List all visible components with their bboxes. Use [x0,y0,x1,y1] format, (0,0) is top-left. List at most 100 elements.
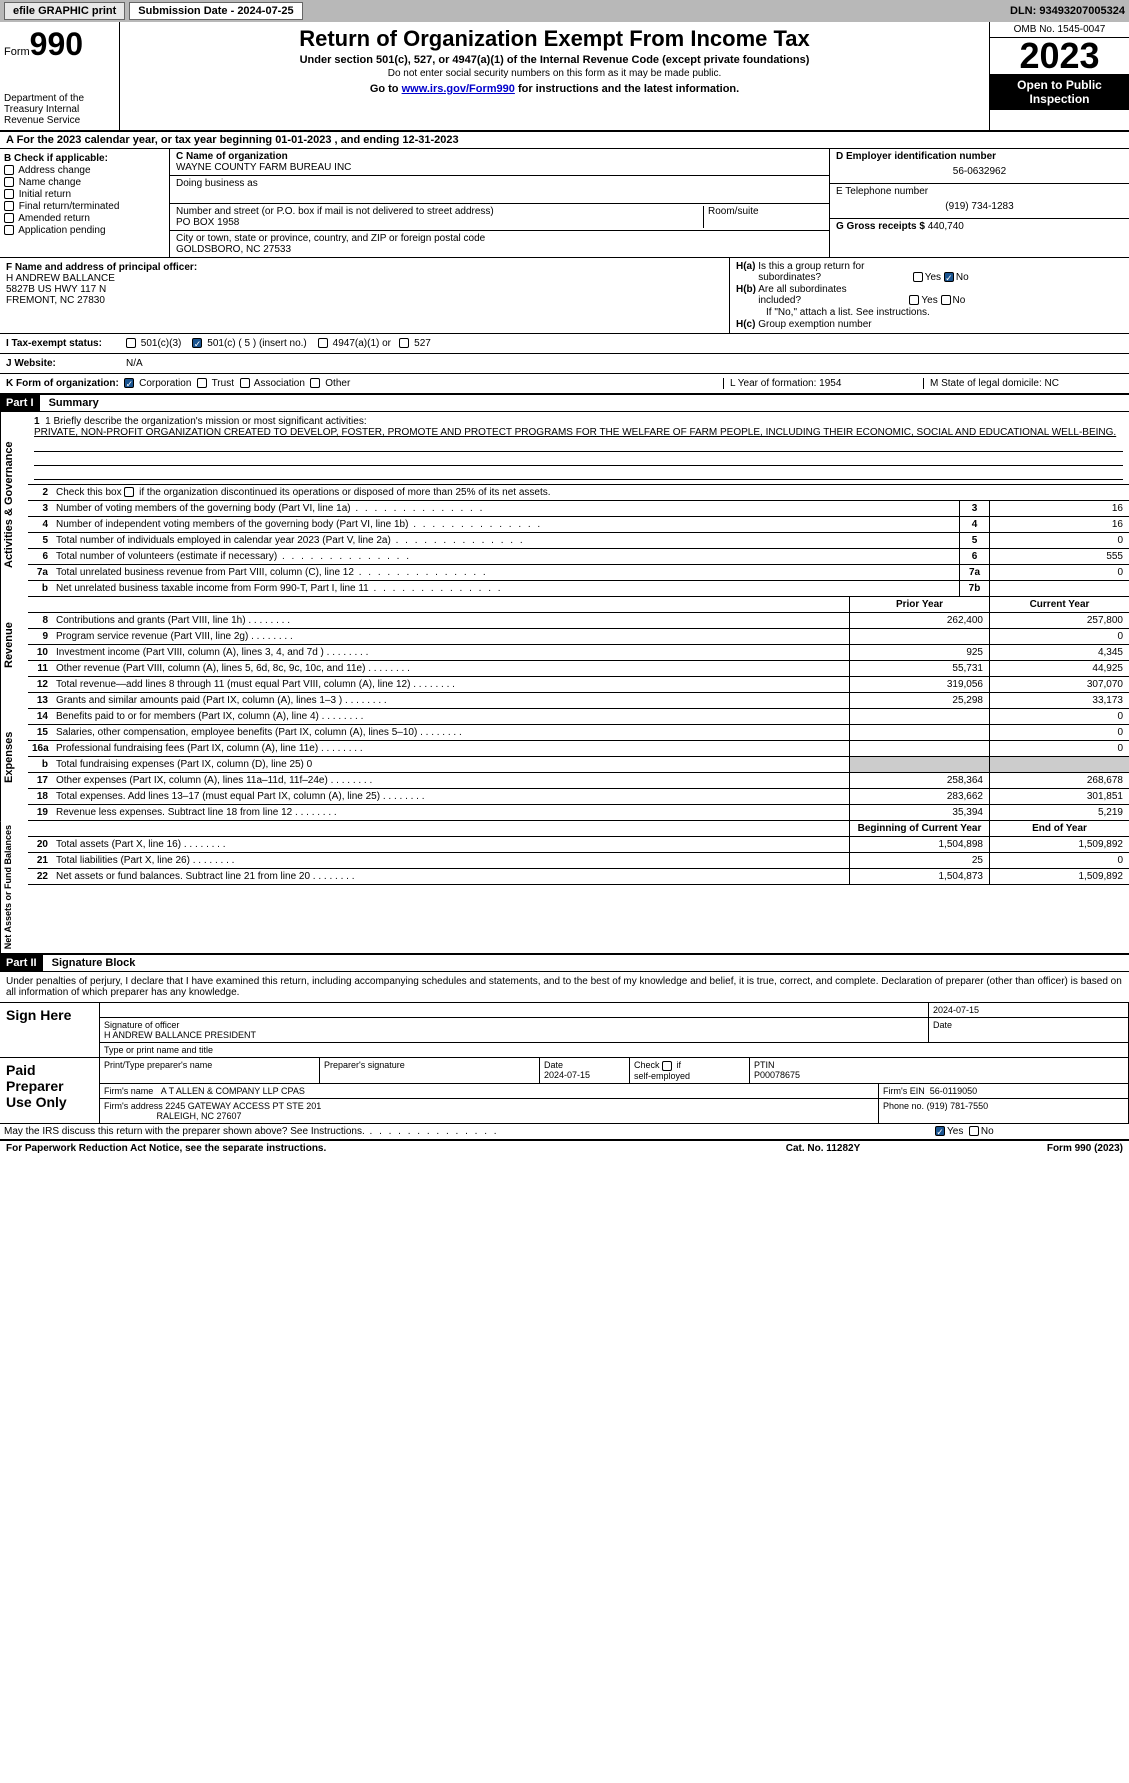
state-domicile: M State of legal domicile: NC [923,378,1123,389]
paid-preparer-block: Paid Preparer Use Only Print/Type prepar… [0,1057,1129,1123]
check-corporation[interactable] [124,378,134,388]
check-527[interactable] [399,338,409,348]
row-i: I Tax-exempt status: 501(c)(3) 501(c) ( … [0,334,1129,354]
line-20: 20Total assets (Part X, line 16)1,504,89… [28,837,1129,853]
line-5: 5Total number of individuals employed in… [28,533,1129,549]
footer: For Paperwork Reduction Act Notice, see … [0,1140,1129,1156]
phone: (919) 734-1283 [836,197,1123,216]
line-9: 9Program service revenue (Part VIII, lin… [28,629,1129,645]
dln: DLN: 93493207005324 [1010,5,1125,17]
line-7a: 7aTotal unrelated business revenue from … [28,565,1129,581]
check-4947[interactable] [318,338,328,348]
form-number: Form990 [4,26,115,63]
perjury-declaration: Under penalties of perjury, I declare th… [0,972,1129,1002]
summary-revenue: Revenue Prior Year Current Year 8Contrib… [0,597,1129,693]
line-19: 19Revenue less expenses. Subtract line 1… [28,805,1129,821]
hb-no[interactable] [941,295,951,305]
check-amended[interactable] [4,213,14,223]
line-18: 18Total expenses. Add lines 13–17 (must … [28,789,1129,805]
check-name-change[interactable] [4,177,14,187]
box-f: F Name and address of principal officer:… [0,258,729,333]
section-bcd: B Check if applicable: Address change Na… [0,149,1129,258]
section-fh: F Name and address of principal officer:… [0,258,1129,334]
firm-ein: 56-0119050 [930,1086,977,1096]
ein: 56-0632962 [836,162,1123,181]
form-title: Return of Organization Exempt From Incom… [124,26,985,52]
tax-year: 2023 [990,38,1129,74]
check-self-employed[interactable] [662,1061,672,1071]
check-501c[interactable] [192,338,202,348]
city-state-zip: GOLDSBORO, NC 27533 [176,244,823,255]
line-4: 4Number of independent voting members of… [28,517,1129,533]
part2-header: Part II Signature Block [0,955,1129,972]
check-discontinued[interactable] [124,487,134,497]
mission-block: 1 1 Briefly describe the organization's … [28,412,1129,485]
form-subtitle: Under section 501(c), 527, or 4947(a)(1)… [124,54,985,66]
street-address: PO BOX 1958 [176,217,703,228]
check-final-return[interactable] [4,201,14,211]
check-other[interactable] [310,378,320,388]
ptin: P00078675 [754,1070,800,1080]
line-13: 13Grants and similar amounts paid (Part … [28,693,1129,709]
line-b: bNet unrelated business taxable income f… [28,581,1129,597]
ha-yes[interactable] [913,272,923,282]
irs-link[interactable]: www.irs.gov/Form990 [402,83,515,95]
box-b: B Check if applicable: Address change Na… [0,149,170,257]
check-initial-return[interactable] [4,189,14,199]
website: N/A [120,354,149,373]
hb-yes[interactable] [909,295,919,305]
part1-header: Part I Summary [0,395,1129,412]
goto-line: Go to www.irs.gov/Form990 for instructio… [124,83,985,95]
cat-no: Cat. No. 11282Y [723,1143,923,1154]
check-address-change[interactable] [4,165,14,175]
line-8: 8Contributions and grants (Part VIII, li… [28,613,1129,629]
form-header: Form990 Department of the Treasury Inter… [0,22,1129,132]
submission-date: Submission Date - 2024-07-25 [129,2,302,20]
line-22: 22Net assets or fund balances. Subtract … [28,869,1129,885]
firm-phone: (919) 781-7550 [927,1101,989,1111]
line-21: 21Total liabilities (Part X, line 26)250 [28,853,1129,869]
line-14: 14Benefits paid to or for members (Part … [28,709,1129,725]
discuss-no[interactable] [969,1126,979,1136]
firm-name: A T ALLEN & COMPANY LLP CPAS [161,1086,305,1096]
prep-date: 2024-07-15 [544,1070,590,1080]
line-12: 12Total revenue—add lines 8 through 11 (… [28,677,1129,693]
officer-name: H ANDREW BALLANCE [6,273,723,284]
dept-treasury: Department of the Treasury Internal Reve… [4,93,115,126]
sign-here-block: Sign Here 2024-07-15 Signature of office… [0,1002,1129,1057]
net-header: Beginning of Current Year End of Year [28,821,1129,837]
line-17: 17Other expenses (Part IX, column (A), l… [28,773,1129,789]
form-ref: Form 990 (2023) [923,1143,1123,1154]
line-11: 11Other revenue (Part VIII, column (A), … [28,661,1129,677]
check-association[interactable] [240,378,250,388]
discuss-row: May the IRS discuss this return with the… [0,1123,1129,1140]
rev-header: Prior Year Current Year [28,597,1129,613]
sig-date: 2024-07-15 [929,1003,1129,1017]
ssn-warning: Do not enter social security numbers on … [124,68,985,79]
gross-receipts: 440,740 [928,221,964,232]
line-16a: 16aProfessional fundraising fees (Part I… [28,741,1129,757]
public-inspection: Open to Public Inspection [990,74,1129,110]
line-2: 2 Check this box if the organization dis… [28,485,1129,501]
line-3: 3Number of voting members of the governi… [28,501,1129,517]
efile-button[interactable]: efile GRAPHIC print [4,2,125,20]
firm-address: 2245 GATEWAY ACCESS PT STE 201 [165,1101,321,1111]
summary-netassets: Net Assets or Fund Balances Beginning of… [0,821,1129,955]
box-d: D Employer identification number 56-0632… [829,149,1129,257]
discuss-yes[interactable] [935,1126,945,1136]
check-application-pending[interactable] [4,225,14,235]
line-15: 15Salaries, other compensation, employee… [28,725,1129,741]
check-trust[interactable] [197,378,207,388]
line-10: 10Investment income (Part VIII, column (… [28,645,1129,661]
row-klm: K Form of organization: Corporation Trus… [0,374,1129,395]
row-j: J Website: N/A [0,354,1129,374]
check-501c3[interactable] [126,338,136,348]
box-h: H(a) Is this a group return for subordin… [729,258,1129,333]
org-name: WAYNE COUNTY FARM BUREAU INC [176,162,823,173]
officer-signature: H ANDREW BALLANCE PRESIDENT [104,1030,924,1040]
summary-expenses: Expenses 13Grants and similar amounts pa… [0,693,1129,821]
line-6: 6Total number of volunteers (estimate if… [28,549,1129,565]
summary-governance: Activities & Governance 1 1 Briefly desc… [0,412,1129,597]
box-c: C Name of organization WAYNE COUNTY FARM… [170,149,829,257]
ha-no[interactable] [944,272,954,282]
